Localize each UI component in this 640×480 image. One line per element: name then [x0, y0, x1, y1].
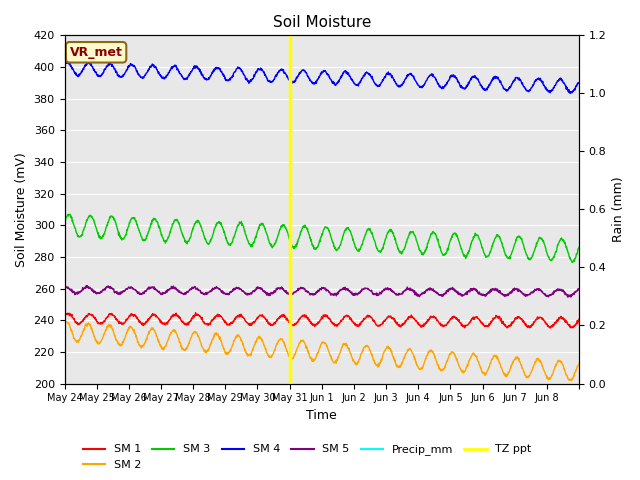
SM 5	[443, 288, 451, 294]
SM 2	[569, 375, 577, 381]
SM 4	[569, 88, 577, 94]
SM 3	[66, 211, 74, 217]
SM 3	[308, 242, 316, 248]
SM 5	[141, 288, 149, 293]
SM 2	[567, 377, 575, 383]
Line: SM 2: SM 2	[65, 322, 579, 380]
SM 3	[518, 239, 526, 245]
SM 3	[569, 259, 577, 264]
SM 3	[575, 244, 583, 250]
SM 5	[575, 287, 583, 292]
SM 4	[567, 90, 575, 96]
SM 1	[61, 313, 68, 319]
Legend: SM 1, SM 2, SM 3, SM 4, SM 5, Precip_mm, TZ ppt: SM 1, SM 2, SM 3, SM 4, SM 5, Precip_mm,…	[78, 440, 536, 474]
SM 3	[61, 220, 68, 226]
SM 2	[61, 319, 69, 324]
SM 4	[141, 72, 149, 78]
SM 2	[141, 339, 149, 345]
SM 4	[518, 80, 526, 86]
SM 5	[518, 291, 526, 297]
SM 5	[567, 294, 575, 300]
SM 2	[308, 359, 316, 364]
Line: SM 3: SM 3	[65, 214, 579, 263]
Line: SM 5: SM 5	[65, 286, 579, 297]
SM 5	[299, 286, 307, 291]
Text: VR_met: VR_met	[70, 46, 122, 59]
SM 2	[443, 358, 451, 364]
SM 4	[443, 81, 451, 87]
SM 3	[141, 237, 149, 243]
SM 3	[299, 225, 307, 230]
X-axis label: Time: Time	[307, 409, 337, 422]
SM 5	[569, 291, 577, 297]
Y-axis label: Soil Moisture (mV): Soil Moisture (mV)	[15, 152, 28, 267]
SM 1	[299, 312, 307, 318]
SM 1	[141, 321, 149, 327]
Line: SM 1: SM 1	[65, 312, 579, 328]
SM 3	[443, 249, 451, 254]
SM 1	[575, 316, 583, 322]
SM 1	[308, 322, 316, 328]
Line: SM 4: SM 4	[65, 61, 579, 93]
SM 5	[308, 291, 316, 297]
SM 1	[569, 324, 577, 330]
SM 4	[61, 61, 68, 67]
SM 3	[568, 260, 576, 265]
SM 1	[192, 310, 200, 315]
SM 2	[575, 361, 583, 367]
SM 4	[308, 80, 316, 86]
SM 5	[61, 284, 68, 290]
SM 1	[518, 318, 526, 324]
SM 2	[61, 320, 68, 325]
Title: Soil Moisture: Soil Moisture	[273, 15, 371, 30]
SM 4	[65, 59, 72, 64]
SM 1	[443, 321, 451, 327]
SM 1	[547, 325, 554, 331]
SM 4	[575, 80, 583, 86]
SM 4	[299, 67, 307, 73]
Y-axis label: Rain (mm): Rain (mm)	[612, 177, 625, 242]
SM 5	[83, 283, 91, 288]
SM 2	[518, 365, 526, 371]
SM 2	[299, 338, 307, 344]
